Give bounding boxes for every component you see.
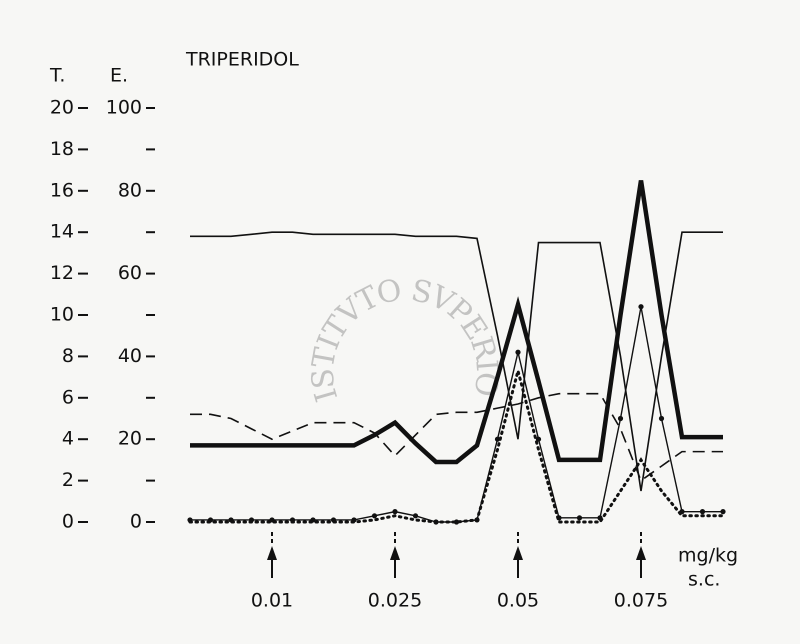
y2-tick-label: 100 — [106, 97, 142, 119]
x-tick-label: 0.01 — [251, 590, 293, 612]
series-marker — [494, 436, 501, 442]
y-tick-label: 10 — [50, 304, 74, 326]
x-tick-label: 0.025 — [368, 590, 422, 612]
y-axis-title: T. — [49, 65, 65, 87]
series-marker — [392, 509, 398, 515]
series-marker — [371, 513, 378, 519]
series-marker — [638, 304, 644, 310]
y2-axis-title: E. — [110, 65, 128, 87]
y2-tick-label: 20 — [118, 428, 142, 450]
series-marker — [412, 513, 419, 519]
y-tick-label: 14 — [50, 221, 74, 243]
chart-title: TRIPERIDOL — [185, 49, 299, 71]
x-tick-label: 0.05 — [497, 590, 539, 612]
series-line — [190, 231, 723, 492]
y-tick-label: 0 — [62, 511, 74, 533]
y-tick-label: 4 — [62, 428, 74, 450]
y-tick-label: 12 — [50, 262, 74, 284]
y-tick-label: 6 — [62, 386, 74, 408]
x-tick-label: 0.075 — [614, 590, 668, 612]
y2-tick-label: 80 — [118, 179, 142, 201]
y-tick-label: 2 — [62, 469, 74, 491]
y2-tick-label: 60 — [118, 262, 142, 284]
dose-arrowhead — [267, 546, 277, 560]
series-line — [190, 180, 723, 465]
y-tick-label: 8 — [62, 345, 74, 367]
series-marker — [617, 415, 624, 422]
series-marker — [658, 415, 665, 422]
series-marker — [720, 509, 726, 515]
series-line — [190, 392, 723, 482]
dose-arrowhead — [636, 546, 646, 560]
dose-arrowhead — [513, 546, 523, 560]
y2-tick-label: 0 — [130, 511, 142, 533]
y-tick-label: 18 — [50, 138, 74, 160]
y-tick-label: 20 — [50, 97, 74, 119]
y-tick-label: 16 — [50, 179, 74, 201]
series-marker — [515, 349, 521, 355]
x-axis-title: mg/kg — [678, 545, 738, 567]
x-axis-title: s.c. — [688, 569, 720, 591]
series-line — [188, 364, 725, 524]
y2-tick-label: 40 — [118, 345, 142, 367]
series-marker — [699, 509, 706, 515]
series-marker — [576, 515, 583, 521]
dose-arrowhead — [390, 546, 400, 560]
